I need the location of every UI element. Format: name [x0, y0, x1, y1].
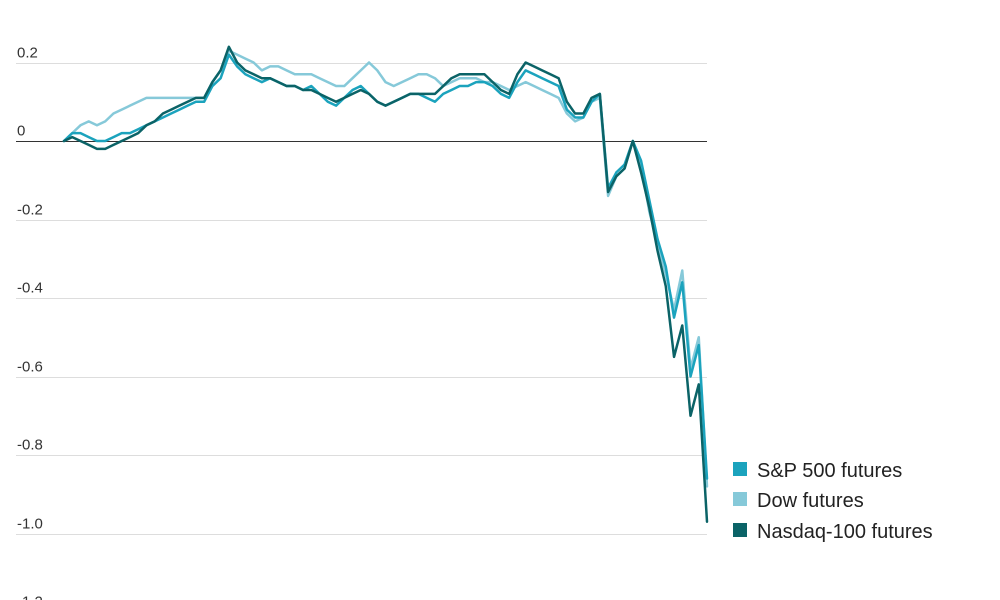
- legend-swatch-nasdaq: [733, 523, 747, 537]
- legend-swatch-dow: [733, 492, 747, 506]
- legend-item-nasdaq: Nasdaq-100 futures: [733, 521, 933, 543]
- legend-item-sp500: S&P 500 futures: [733, 460, 902, 482]
- legend-label-sp500: S&P 500 futures: [757, 460, 902, 482]
- y-tick-label: 0.2: [17, 45, 38, 62]
- y-tick-label: 0: [17, 123, 25, 140]
- y-axis: 0.2 0 -0.2 -0.4 -0.6 -0.8 -1.0 -1.2: [17, 45, 43, 600]
- series-line-sp500: [62, 53, 709, 480]
- legend-item-dow: Dow futures: [733, 490, 864, 512]
- y-tick-label: -0.2: [17, 202, 43, 219]
- grid-layer: [16, 63, 707, 535]
- legend-label-nasdaq: Nasdaq-100 futures: [757, 521, 933, 543]
- y-tick-label: -0.4: [17, 280, 43, 297]
- plot-area: [62, 45, 709, 523]
- y-tick-label: -0.6: [17, 359, 43, 376]
- y-tick-label: -1.2: [17, 594, 43, 600]
- y-tick-label: -0.8: [17, 437, 43, 454]
- legend-label-dow: Dow futures: [757, 490, 864, 512]
- legend: S&P 500 futures Dow futures Nasdaq-100 f…: [733, 460, 933, 543]
- y-tick-label: -1.0: [17, 516, 43, 533]
- series-line-nasdaq: [62, 45, 709, 523]
- legend-swatch-sp500: [733, 462, 747, 476]
